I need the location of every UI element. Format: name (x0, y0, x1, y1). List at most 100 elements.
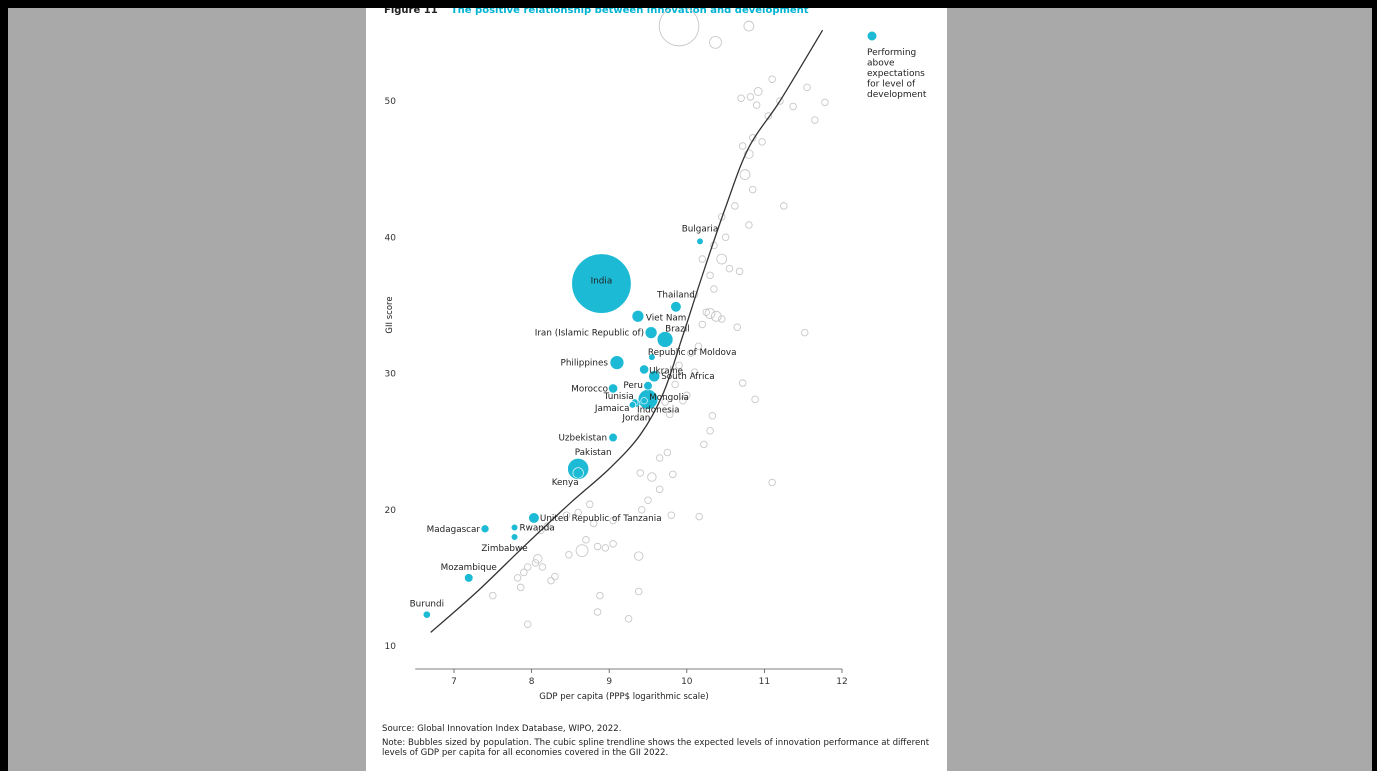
other-economy-bubble (551, 572, 559, 581)
other-economy-bubble (780, 202, 788, 210)
other-economy-bubble (721, 233, 730, 241)
bubble-viet-nam (631, 310, 645, 323)
label-zimbabwe: Zimbabwe (481, 544, 527, 554)
label-pakistan: Pakistan (575, 448, 612, 458)
other-economy-bubble (513, 574, 522, 582)
bubble-republic-of-moldova (648, 353, 656, 361)
legend: Performing above expectations for level of d… (867, 31, 927, 100)
other-economy-bubble (520, 568, 528, 577)
other-economy-bubble (661, 398, 669, 406)
viewer-background-left (8, 8, 366, 771)
label-madagascar: Madagascar (427, 525, 481, 535)
other-economy-bubble (801, 328, 809, 337)
figure-notes: Source: Global Innovation Index Database… (382, 724, 942, 762)
other-economy-bubble (586, 500, 594, 509)
other-economy-bubble (658, 8, 700, 47)
other-economy-bubble (523, 620, 532, 628)
bubble-united-republic-of-tanzania (528, 512, 540, 524)
other-economy-bubble (702, 308, 710, 316)
other-economy-bubble (716, 253, 728, 265)
other-economy-bubble (644, 496, 652, 504)
y-tick-label: 50 (385, 97, 397, 107)
x-tick-label: 10 (681, 677, 693, 687)
other-economy-bubble (803, 83, 811, 92)
legend-label: Performing above expectations for level of d… (867, 48, 927, 100)
label-uzbekistan: Uzbekistan (558, 434, 607, 444)
other-economy-bubble (574, 508, 582, 517)
other-economy-bubble (624, 615, 633, 623)
other-economy-bubble (709, 36, 722, 49)
other-economy-bubble (694, 342, 703, 351)
bubble-burundi (422, 610, 431, 619)
other-economy-bubble (708, 411, 717, 420)
other-economy-bubble (768, 75, 776, 83)
other-economy-bubble (538, 563, 547, 571)
label-jamaica: Jamaica (594, 404, 630, 414)
other-economy-bubble (717, 315, 726, 323)
other-economies-layer (489, 8, 829, 628)
axes: 7 8 9 10 11 12 10 20 30 40 50 GDP per capita (PPP… (385, 97, 848, 702)
other-economy-bubble (593, 542, 602, 551)
bubble-kenya (572, 467, 584, 479)
other-economy-bubble (589, 519, 598, 528)
other-economy-bubble (811, 116, 819, 124)
other-economy-bubble (744, 149, 754, 159)
x-tick-label: 12 (836, 677, 847, 687)
bubble-morocco (608, 383, 619, 394)
x-tick-label: 9 (606, 677, 612, 687)
other-economy-bubble (751, 395, 759, 404)
bubble-zimbabwe (510, 533, 519, 541)
other-economy-bubble (665, 410, 674, 419)
other-economy-bubble (593, 608, 602, 616)
label-kenya: Kenya (552, 478, 579, 488)
other-economy-bubble (523, 563, 532, 571)
label-morocco: Morocco (571, 384, 608, 394)
viewer-background-right (947, 8, 1372, 771)
label-viet-nam: Viet Nam (646, 313, 686, 323)
label-jordan: Jordan (621, 413, 650, 423)
bubble-peru (643, 381, 653, 391)
label-peru: Peru (623, 381, 643, 391)
label-republic-of-moldova: Republic of Moldova (648, 348, 737, 358)
other-economy-bubble (675, 361, 683, 370)
label-ukraine: Ukraine (649, 366, 683, 376)
other-economy-bubble (743, 20, 755, 32)
other-economy-bubble (735, 267, 744, 276)
other-economy-bubble (647, 472, 657, 482)
other-economy-bubble (638, 506, 646, 514)
y-tick-label: 20 (385, 506, 397, 516)
other-economy-bubble (738, 142, 747, 150)
other-economy-bubble (737, 94, 745, 103)
other-economy-bubble (738, 379, 747, 387)
other-economy-bubble (690, 368, 699, 376)
bubble-south-africa (648, 370, 661, 383)
other-economy-bubble (489, 591, 497, 600)
other-economy-bubble (531, 559, 540, 567)
other-economy-bubble (710, 285, 718, 293)
other-economy-bubble (745, 221, 753, 229)
other-economy-bubble (565, 550, 573, 559)
bubble-uzbekistan (608, 432, 618, 443)
other-economy-bubble (663, 448, 672, 457)
label-mongolia: Mongolia (649, 393, 689, 403)
label-south-africa: South Africa (661, 372, 714, 382)
other-economy-bubble (746, 93, 755, 101)
highlighted-economies-layer (422, 237, 704, 619)
label-india: India (591, 277, 613, 287)
other-economy-bubble (695, 512, 703, 521)
x-axis-ticks: 7 8 9 10 11 12 (451, 669, 848, 687)
label-united-republic-of-tanzania: United Republic of Tanzania (540, 514, 662, 524)
other-economy-bubble (516, 583, 525, 592)
bubble-madagascar (480, 524, 490, 534)
other-economy-bubble (669, 470, 677, 479)
label-tunisia: Tunisia (603, 392, 634, 402)
screen-border-top (0, 0, 1377, 8)
other-economy-bubble (758, 138, 766, 146)
bubble-philippines (609, 355, 625, 370)
other-economy-bubble (725, 264, 734, 273)
other-economy-bubble (543, 522, 551, 530)
figure-number: Figure 11 (384, 8, 438, 16)
other-economy-bubble (698, 255, 707, 263)
